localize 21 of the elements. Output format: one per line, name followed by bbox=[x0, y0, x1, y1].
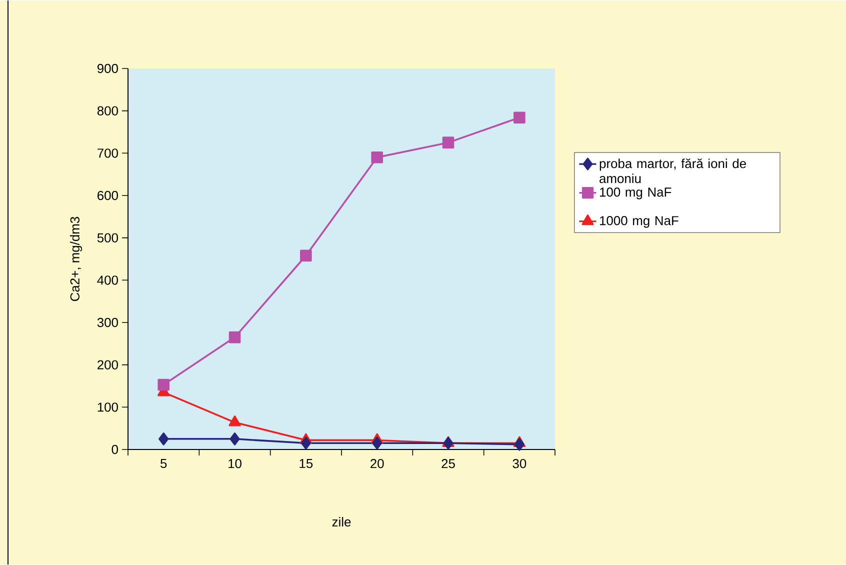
y-tick-label: 800 bbox=[97, 106, 118, 116]
legend-label: proba martor, fără ioni de amoniu bbox=[600, 158, 746, 184]
x-tick-label: 5 bbox=[160, 459, 167, 468]
x-axis-title: zile bbox=[332, 517, 351, 527]
y-tick-label: 400 bbox=[97, 276, 118, 285]
x-tick-label: 10 bbox=[228, 459, 242, 468]
x-tick-label: 20 bbox=[370, 459, 384, 468]
y-tick-label: 900 bbox=[97, 64, 118, 74]
y-tick-label: 700 bbox=[98, 148, 118, 158]
y-tick-label: 300 bbox=[97, 318, 118, 328]
x-tick-label: 25 bbox=[442, 459, 455, 468]
y-tick-label: 100 bbox=[98, 402, 118, 412]
y-tick-label: 600 bbox=[98, 190, 118, 200]
legend-label: 100 mg NaF bbox=[600, 188, 672, 200]
x-tick-label: 30 bbox=[512, 459, 526, 468]
y-axis-title: Ca2+, mg/dm3 bbox=[70, 216, 82, 301]
x-tick-label: 15 bbox=[300, 459, 313, 468]
y-tick-label: 500 bbox=[97, 233, 118, 242]
y-tick-label: 0 bbox=[112, 444, 118, 454]
legend-label: 1000 mg NaF bbox=[600, 216, 678, 228]
y-tick-label: 200 bbox=[98, 360, 118, 370]
